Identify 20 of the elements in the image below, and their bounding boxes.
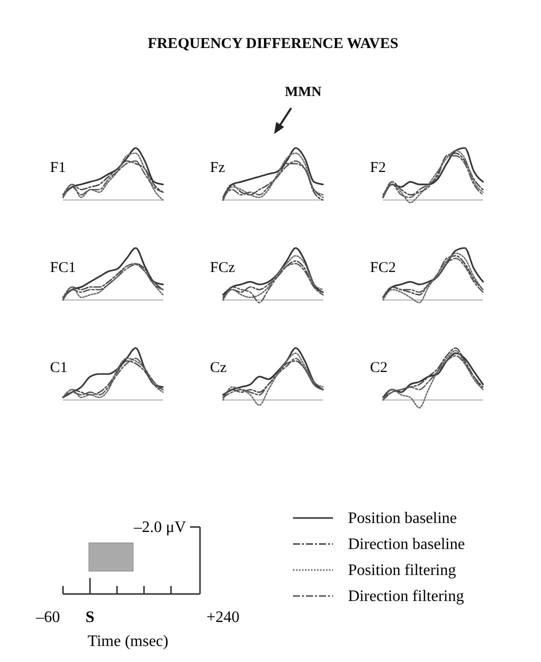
text: FC2 — [370, 260, 396, 276]
legend-label: Direction filtering — [348, 588, 464, 605]
text: S — [86, 609, 95, 626]
text: Cz — [210, 360, 228, 376]
text: +240 — [206, 609, 240, 626]
text: –2.0 μV — [132, 519, 186, 536]
text: MMN — [284, 85, 322, 100]
text: –60 — [35, 609, 60, 626]
text: FREQUENCY DIFFERENCE WAVES — [148, 36, 398, 52]
text: F2 — [370, 160, 386, 176]
text: C2 — [370, 360, 388, 376]
text: FCz — [210, 260, 236, 276]
text: FC1 — [50, 260, 76, 276]
legend-label: Position filtering — [348, 562, 456, 579]
text: Time (msec) — [88, 633, 168, 650]
legend-label: Position baseline — [348, 510, 457, 527]
legend-label: Direction baseline — [348, 536, 465, 553]
text: Fz — [210, 160, 226, 176]
text: C1 — [50, 360, 68, 376]
text: F1 — [50, 160, 66, 176]
